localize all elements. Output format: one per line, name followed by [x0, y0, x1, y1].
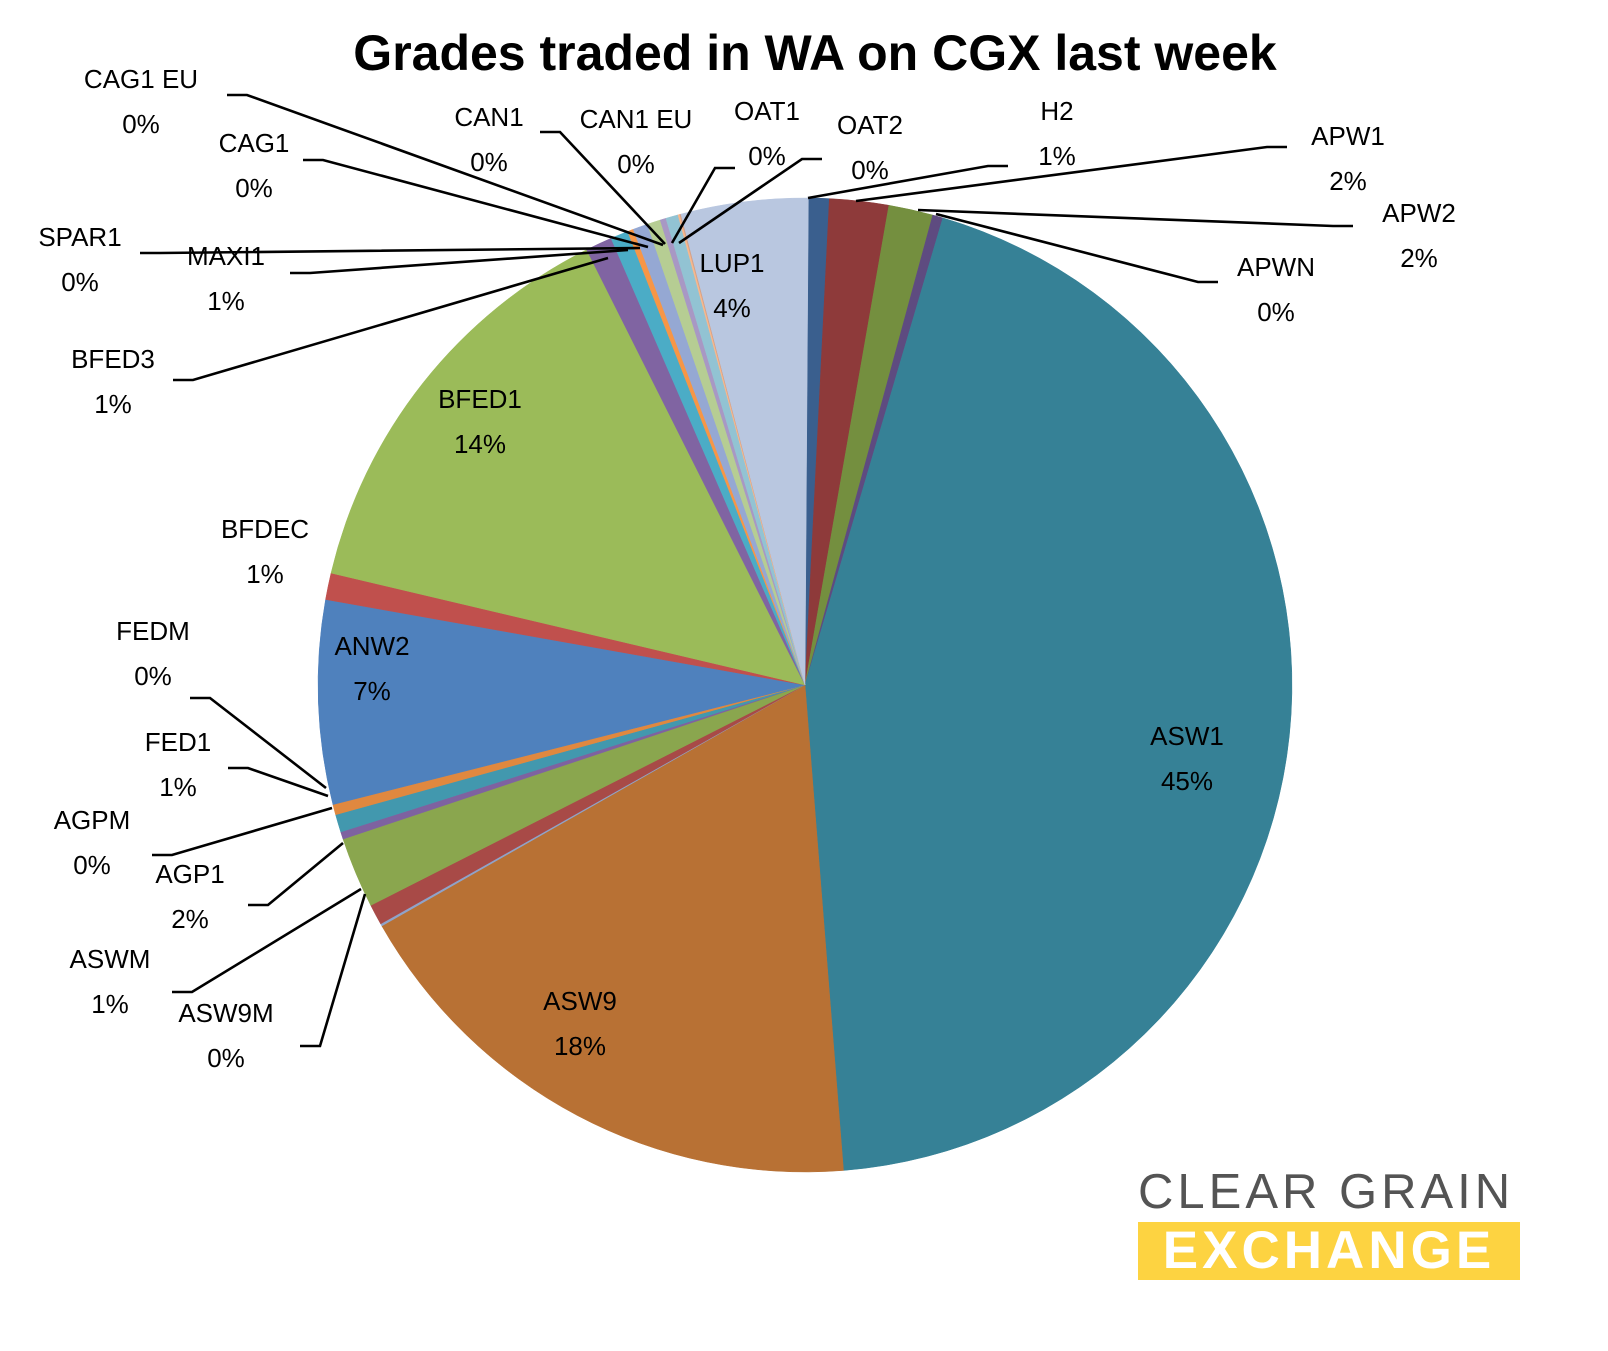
callout-name-oat1: OAT1	[734, 96, 800, 126]
leader-lines	[140, 93, 1353, 1048]
callout-pct-bfed3: 1%	[94, 389, 132, 419]
callout-name-bfed3: BFED3	[71, 344, 155, 374]
leader-line-fed1	[228, 766, 329, 798]
pie-slice-asw1	[804, 217, 1293, 1171]
leader-line-cag1-eu	[227, 93, 664, 247]
label-name-asw1: ASW1	[1150, 721, 1224, 751]
leader-line-h2	[807, 164, 1008, 200]
callout-pct-can1-eu: 0%	[617, 149, 655, 179]
callout-name-agpm: AGPM	[54, 805, 131, 835]
leader-line-oat1	[670, 166, 735, 244]
logo-band: EXCHANGE	[1138, 1222, 1520, 1280]
leader-line-aswm	[172, 887, 362, 994]
leader-line-agpm	[152, 806, 333, 857]
callout-name-aswm: ASWM	[70, 944, 151, 974]
callout-pct-apw1: 2%	[1329, 166, 1367, 196]
callout-name-maxi1: MAXI1	[187, 241, 265, 271]
leader-line-agp1	[248, 841, 344, 907]
callout-pct-asw9m: 0%	[207, 1043, 245, 1073]
callout-pct-cag1: 0%	[235, 173, 273, 203]
callout-pct-spar1: 0%	[61, 267, 99, 297]
data-labels: ASW1 45% ASW9 18% BFED1 14% ANW2 7% LUP1 4% CAG1 E…	[38, 64, 1456, 1073]
label-pct-anw2: 7%	[353, 676, 391, 706]
callout-pct-fedm: 0%	[134, 661, 172, 691]
callout-name-apw2: APW2	[1382, 198, 1456, 228]
callout-name-fed1: FED1	[145, 727, 211, 757]
leader-line-can1	[540, 130, 666, 245]
leader-line-asw9m	[300, 893, 367, 1048]
leader-line-cag1	[303, 158, 649, 249]
callout-name-apw1: APW1	[1311, 121, 1385, 151]
callout-pct-agpm: 0%	[73, 850, 111, 880]
callout-pct-oat2: 0%	[851, 155, 889, 185]
callout-name-fedm: FEDM	[116, 616, 190, 646]
leader-line-maxi1	[290, 248, 629, 275]
callout-name-can1: CAN1	[454, 102, 523, 132]
callout-name-h2: H2	[1040, 96, 1073, 126]
pie-slice-anw2	[317, 599, 806, 805]
leader-line-apw2	[917, 208, 1353, 228]
callout-pct-bfdec: 1%	[246, 559, 284, 589]
label-name-lup1: LUP1	[699, 248, 764, 278]
chart-title: Grades traded in WA on CGX last week	[353, 25, 1277, 81]
leader-line-bfed3	[173, 256, 609, 382]
label-pct-asw9: 18%	[554, 1031, 606, 1061]
callout-name-asw9m: ASW9M	[178, 998, 273, 1028]
label-name-bfed1: BFED1	[438, 384, 522, 414]
label-name-anw2: ANW2	[334, 631, 409, 661]
callout-pct-can1: 0%	[470, 147, 508, 177]
callout-pct-apw2: 2%	[1400, 243, 1438, 273]
callout-name-bfdec: BFDEC	[221, 514, 309, 544]
label-name-asw9: ASW9	[543, 986, 617, 1016]
label-pct-asw1: 45%	[1161, 766, 1213, 796]
callout-pct-cag1-eu: 0%	[122, 109, 160, 139]
leader-line-spar1	[140, 246, 641, 255]
callout-pct-agp1: 2%	[171, 904, 209, 934]
leader-line-apwn	[935, 212, 1218, 284]
pie-slice-asw9	[381, 684, 844, 1173]
leader-line-fedm	[190, 696, 327, 790]
callout-name-spar1: SPAR1	[38, 222, 121, 252]
callout-pct-h2: 1%	[1038, 141, 1076, 171]
leader-line-apw1	[855, 145, 1287, 203]
label-pct-lup1: 4%	[713, 293, 751, 323]
clear-grain-exchange-logo: CLEAR GRAIN EXCHANGE	[1138, 1168, 1520, 1280]
callout-pct-maxi1: 1%	[207, 286, 245, 316]
callout-name-cag1-eu: CAG1 EU	[84, 64, 198, 94]
callout-pct-oat1: 0%	[748, 141, 786, 171]
logo-line2: EXCHANGE	[1162, 1222, 1496, 1280]
callout-pct-fed1: 1%	[159, 772, 197, 802]
leader-line-oat2	[678, 157, 822, 245]
label-pct-bfed1: 14%	[454, 429, 506, 459]
logo-line1: CLEAR GRAIN	[1138, 1165, 1515, 1219]
pie-slices	[317, 197, 1293, 1173]
callout-name-can1-eu: CAN1 EU	[580, 104, 693, 134]
callout-pct-apwn: 0%	[1257, 297, 1295, 327]
callout-name-oat2: OAT2	[837, 110, 903, 140]
callout-name-agp1: AGP1	[155, 859, 224, 889]
callout-pct-aswm: 1%	[91, 989, 129, 1019]
callout-name-apwn: APWN	[1237, 252, 1315, 282]
callout-name-cag1: CAG1	[219, 128, 290, 158]
pie-slice-bfed1	[330, 249, 806, 686]
